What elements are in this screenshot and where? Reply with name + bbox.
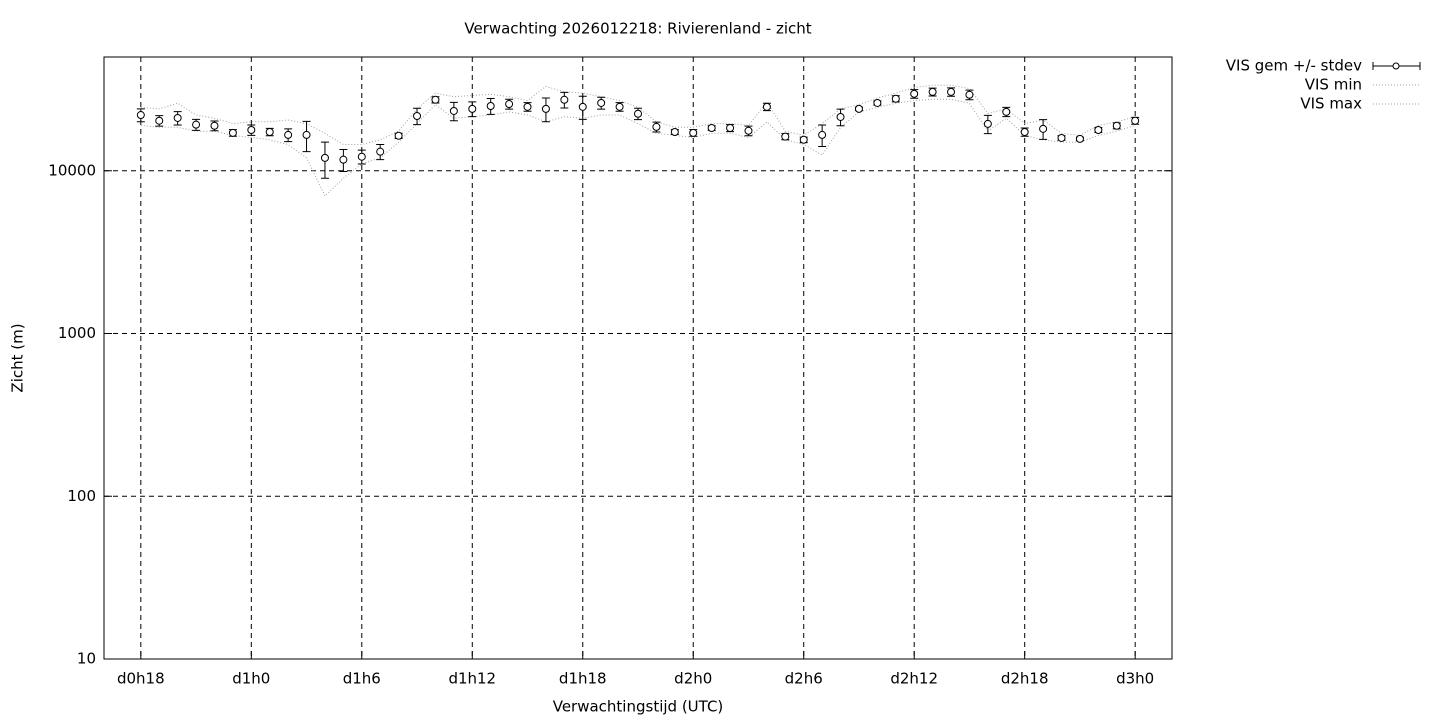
x-tick-label: d2h12: [890, 670, 938, 688]
data-point: [1002, 107, 1011, 116]
data-point: [376, 147, 385, 156]
data-point: [228, 128, 237, 137]
data-point: [836, 112, 845, 121]
x-tick-label: d1h6: [343, 670, 381, 688]
data-point: [505, 100, 514, 109]
data-point: [468, 104, 477, 113]
data-point: [210, 121, 219, 130]
data-point: [265, 128, 274, 137]
plot-frame: [103, 56, 1173, 660]
data-point: [615, 102, 624, 111]
range-line: [140, 98, 1136, 197]
y-tick-label: 10: [77, 650, 96, 668]
x-tick-label: d1h12: [448, 670, 496, 688]
data-point: [983, 119, 992, 128]
data-point: [854, 104, 863, 113]
legend-swatch: [1392, 62, 1400, 70]
data-point: [284, 130, 293, 139]
x-tick-label: d1h18: [559, 670, 607, 688]
data-point: [578, 102, 587, 111]
x-axis-label: Verwachtingstijd (UTC): [553, 698, 724, 716]
x-tick-label: d2h0: [674, 670, 712, 688]
data-point: [136, 111, 145, 120]
data-point: [173, 113, 182, 122]
data-point: [413, 111, 422, 120]
data-point: [523, 102, 532, 111]
chart-title: Verwachting 2026012218: Rivierenland - z…: [464, 20, 811, 38]
legend-label: VIS max: [1300, 95, 1362, 113]
x-tick-label: d2h6: [785, 670, 823, 688]
data-point: [891, 94, 900, 103]
data-point: [155, 116, 164, 125]
data-point: [965, 90, 974, 99]
data-point: [1094, 126, 1103, 135]
data-point: [1075, 134, 1084, 143]
data-point: [726, 124, 735, 133]
data-point: [486, 101, 495, 110]
data-point: [707, 124, 716, 133]
data-point: [818, 130, 827, 139]
data-point: [339, 155, 348, 164]
data-point: [634, 109, 642, 118]
data-point: [449, 106, 458, 115]
x-tick-label: d3h0: [1116, 670, 1154, 688]
data-point: [1131, 116, 1140, 125]
data-point: [928, 87, 937, 96]
y-axis-label: Zicht (m): [9, 323, 27, 392]
data-point: [1020, 128, 1029, 137]
data-point: [541, 104, 550, 113]
data-point: [1112, 121, 1121, 130]
data-point: [744, 126, 753, 135]
y-tick-label: 10000: [48, 161, 96, 179]
data-point: [431, 95, 440, 104]
data-point: [652, 122, 661, 131]
data-point: [799, 135, 808, 144]
data-point: [910, 89, 919, 98]
data-point: [320, 153, 329, 162]
data-point: [781, 132, 790, 141]
legend-label: VIS min: [1305, 76, 1362, 94]
data-point: [762, 102, 771, 111]
data-point: [192, 120, 201, 129]
data-point: [1057, 133, 1066, 142]
data-point: [394, 131, 403, 140]
y-tick-label: 1000: [58, 324, 96, 342]
x-tick-label: d0h18: [117, 670, 165, 688]
data-point: [947, 87, 956, 96]
data-point: [597, 98, 606, 107]
y-tick-label: 100: [67, 487, 96, 505]
data-point: [302, 130, 311, 139]
x-tick-label: d2h18: [1001, 670, 1049, 688]
data-point: [873, 98, 882, 107]
data-point: [247, 126, 256, 135]
data-point: [560, 95, 569, 104]
legend-label: VIS gem +/- stdev: [1226, 57, 1362, 75]
x-tick-label: d1h0: [232, 670, 270, 688]
data-point: [357, 152, 366, 161]
data-point: [670, 128, 679, 137]
data-point: [689, 128, 698, 137]
data-point: [1039, 124, 1048, 133]
